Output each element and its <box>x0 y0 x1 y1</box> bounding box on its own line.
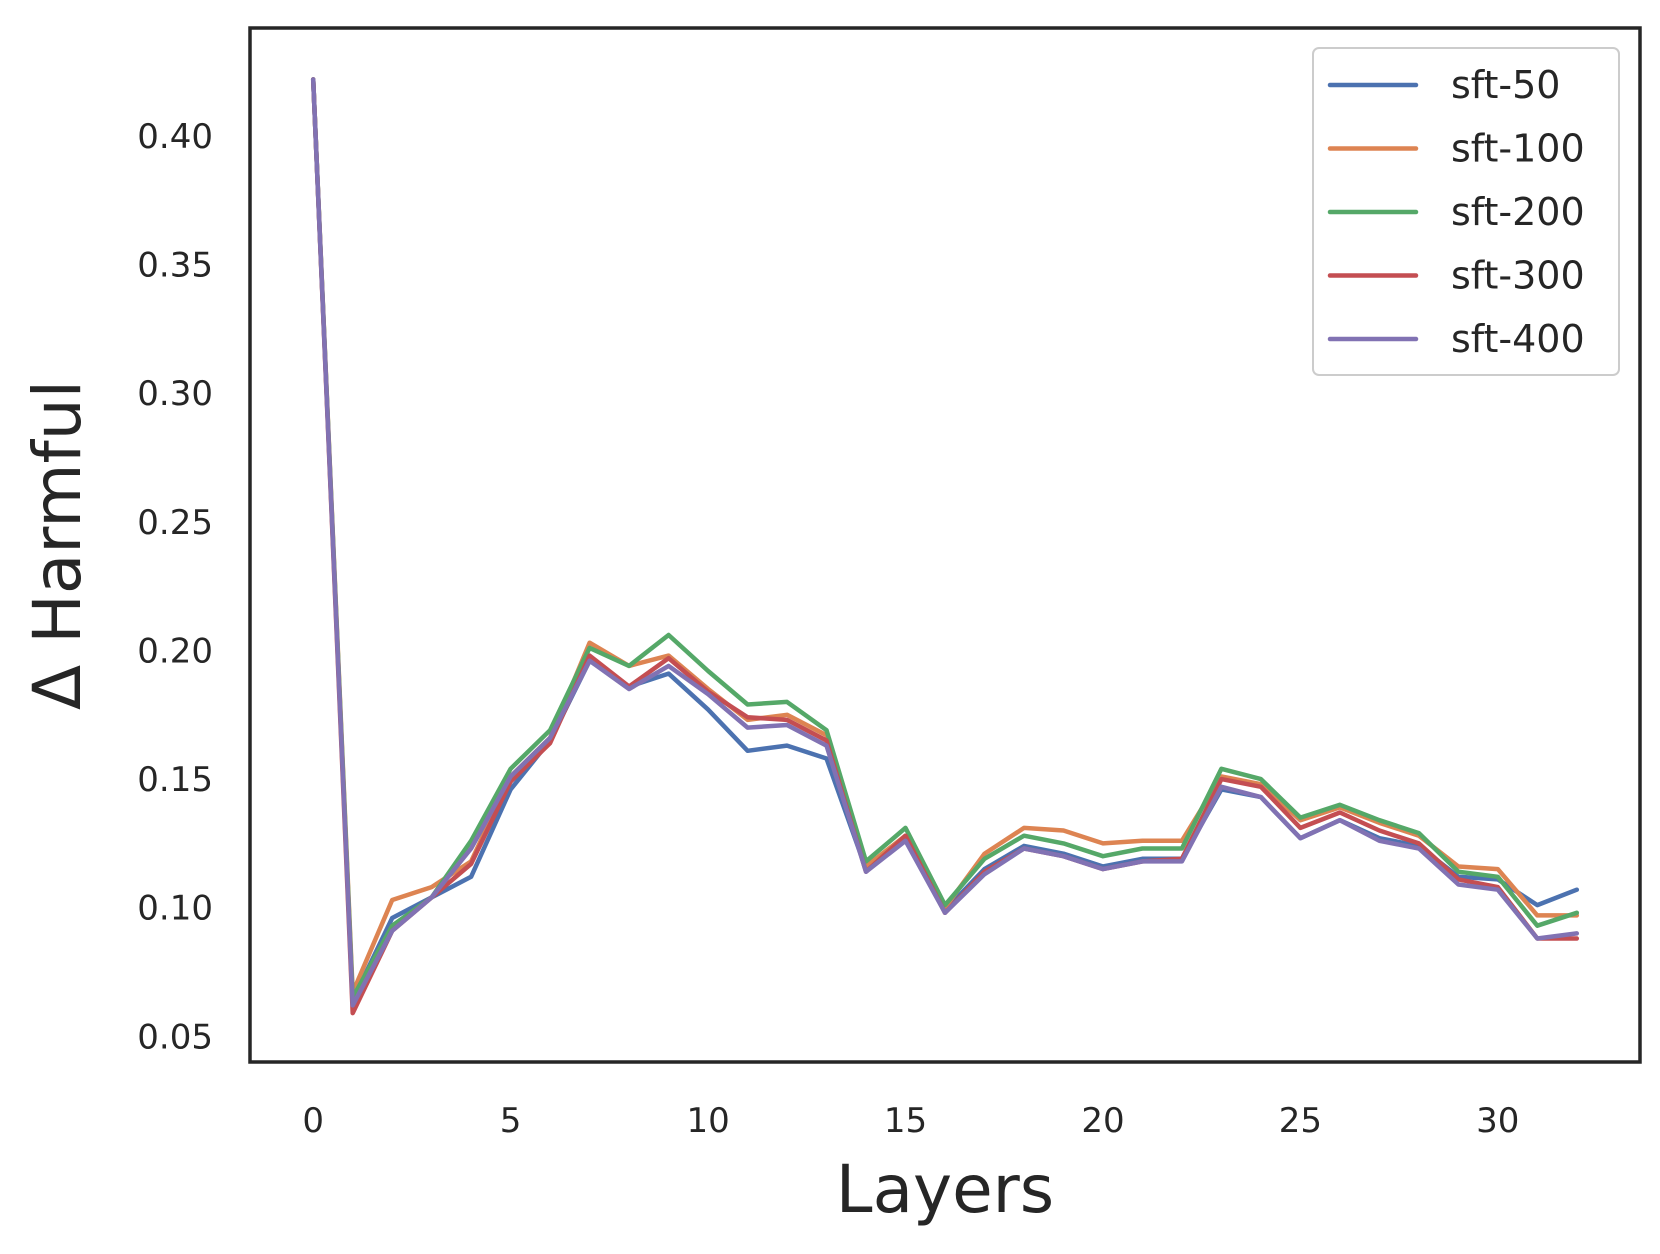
y-tick-label: 0.25 <box>137 503 213 543</box>
x-tick-label: 0 <box>302 1101 324 1141</box>
series-layer <box>310 77 1580 1016</box>
x-tick-label: 20 <box>1081 1101 1124 1141</box>
legend-label-sft-200: sft-200 <box>1451 190 1585 234</box>
x-tick-label: 10 <box>686 1101 729 1141</box>
x-tick-label: 25 <box>1279 1101 1322 1141</box>
y-tick-labels: 0.05 0.10 0.15 0.20 0.25 0.30 0.35 0.40 <box>137 117 213 1057</box>
x-tick-label: 15 <box>884 1101 927 1141</box>
x-tick-labels: 0 5 10 15 20 25 30 <box>302 1101 1519 1141</box>
plot-frame <box>248 26 1642 1064</box>
legend-label-sft-300: sft-300 <box>1451 254 1585 298</box>
y-tick-label: 0.30 <box>137 374 213 414</box>
y-tick-label: 0.20 <box>137 632 213 672</box>
y-tick-label: 0.40 <box>137 117 213 157</box>
x-axis-title: Layers <box>836 1151 1054 1228</box>
x-tick-label: 5 <box>500 1101 522 1141</box>
series-line-sft-400 <box>310 77 1580 1008</box>
legend-label-sft-400: sft-400 <box>1451 317 1585 361</box>
legend: sft-50 sft-100 sft-200 sft-300 sft-400 <box>1312 47 1620 376</box>
y-tick-label: 0.05 <box>137 1017 213 1057</box>
legend-label-sft-50: sft-50 <box>1451 63 1560 107</box>
x-tick-label: 30 <box>1476 1101 1519 1141</box>
legend-label-sft-100: sft-100 <box>1451 127 1585 171</box>
y-tick-label: 0.15 <box>137 760 213 800</box>
y-tick-label: 0.10 <box>137 889 213 929</box>
legend-box <box>1312 47 1620 376</box>
y-tick-label: 0.35 <box>137 246 213 286</box>
y-axis-title: Δ Harmful <box>19 380 96 710</box>
series-line-sft-200 <box>310 77 1580 1000</box>
